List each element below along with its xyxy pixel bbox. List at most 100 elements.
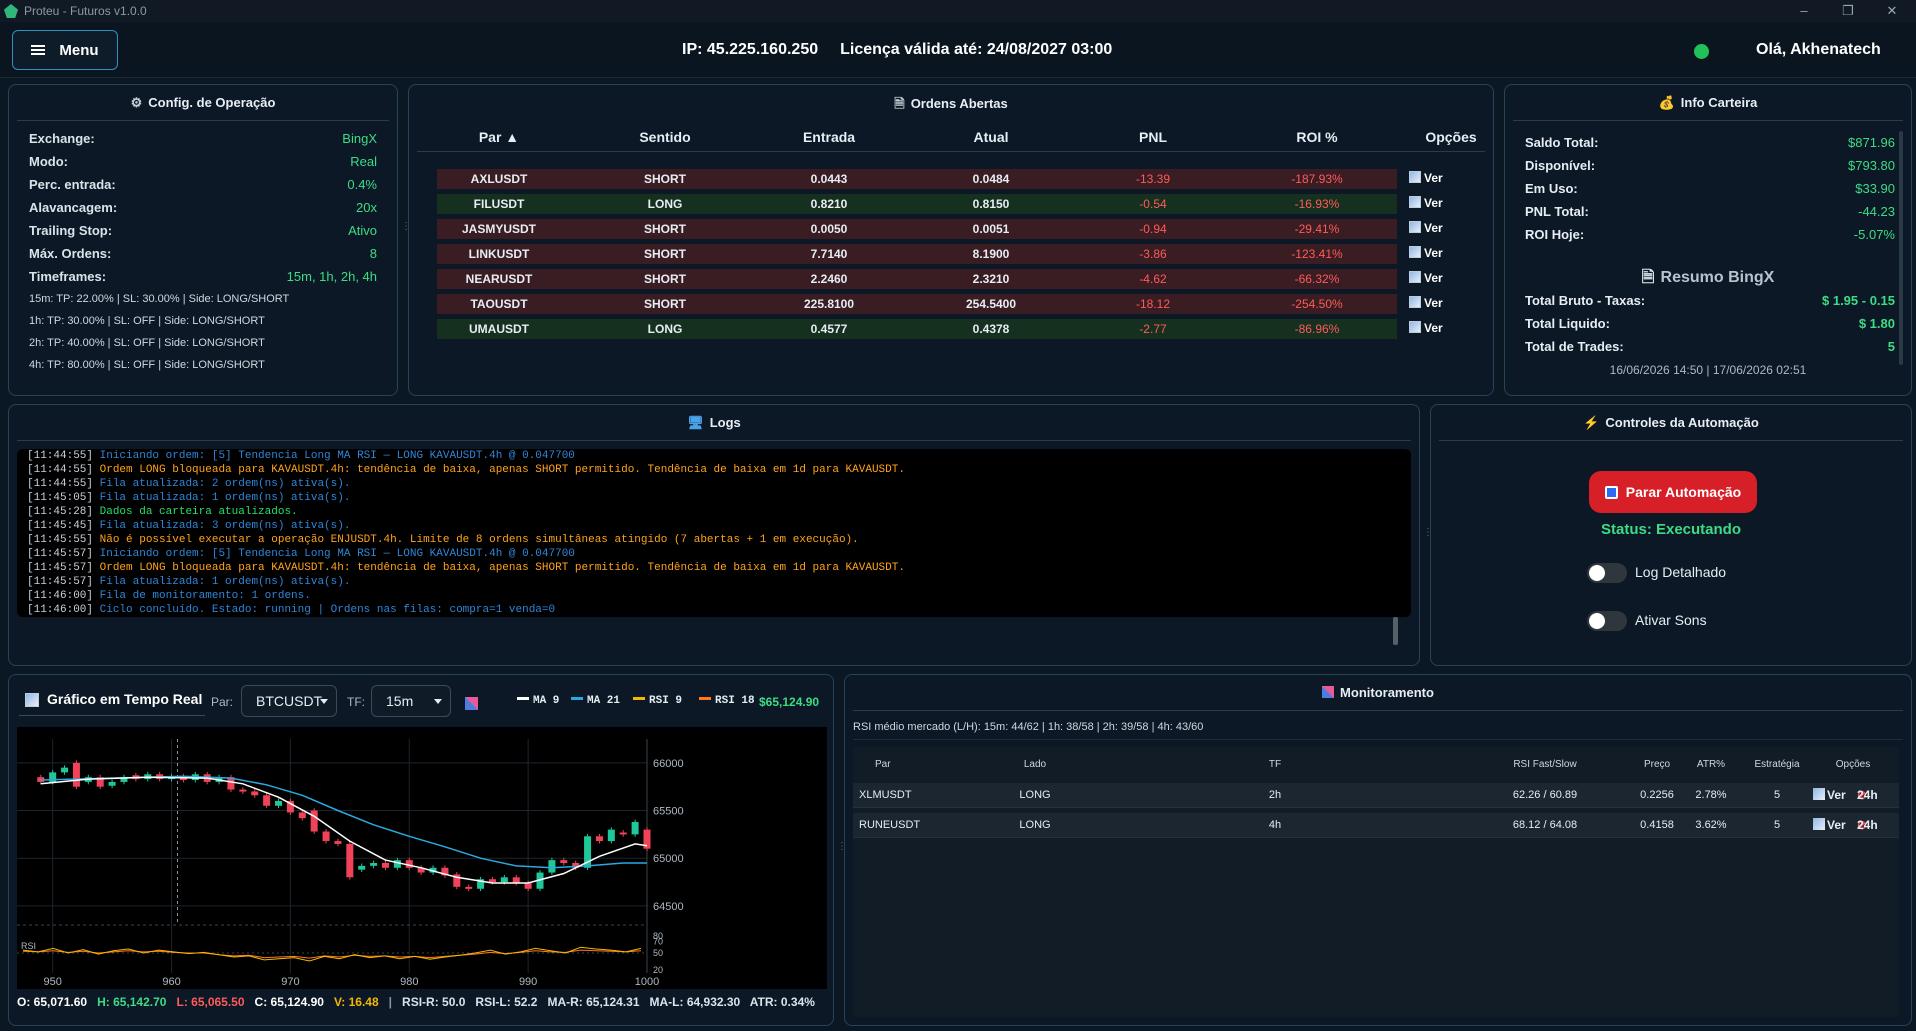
log-scrollbar[interactable] xyxy=(1393,617,1398,645)
timeframe-select[interactable]: 15m xyxy=(371,685,451,717)
log-line: [11:46:00] Fila de monitoramento: 1 orde… xyxy=(27,589,1401,603)
orders-column-header: Entrada xyxy=(802,129,856,145)
view-order-button[interactable]: Ver xyxy=(1409,296,1443,310)
divider xyxy=(17,120,389,121)
maximize-icon[interactable]: ❐ xyxy=(1842,3,1854,18)
rsi18-line xyxy=(22,949,642,959)
monitor-column-header: RSI Fast/Slow xyxy=(1513,759,1577,770)
legend-label: MA 21 xyxy=(587,695,621,707)
automation-status: Status: Executando xyxy=(1600,521,1742,538)
view-order-button[interactable]: Ver xyxy=(1409,246,1443,260)
log-message: Dados da carteira atualizados. xyxy=(99,506,298,518)
order-pnl: -18.12 xyxy=(1135,297,1171,311)
log-line: [11:44:55] Fila atualizada: 2 ordem(ns) … xyxy=(27,477,1401,491)
rsi-tick-label: 80 xyxy=(653,931,663,941)
stop-automation-label: Parar Automação xyxy=(1625,484,1742,500)
log-time: [11:45:57] xyxy=(27,576,94,588)
detailed-log-label: Log Detalhado xyxy=(1635,564,1727,580)
close-icon[interactable]: ✕ xyxy=(1886,3,1898,18)
top-header: Menu IP: 45.225.160.250 Licença válida a… xyxy=(0,22,1916,78)
candle xyxy=(286,801,294,813)
order-row: JASMYUSDT SHORT 0.0050 0.0051 -0.94 -29.41% xyxy=(437,219,1397,239)
minimize-icon[interactable]: – xyxy=(1800,3,1808,18)
order-current: 2.3210 xyxy=(972,272,1010,286)
order-side: SHORT xyxy=(644,247,686,261)
view-order-button[interactable]: Ver xyxy=(1409,171,1443,185)
wallet-scrollbar[interactable] xyxy=(1899,131,1903,365)
enable-sounds-toggle[interactable] xyxy=(1587,611,1627,631)
candle xyxy=(643,829,651,849)
config-row: Timeframes: 15m, 1h, 2h, 4h xyxy=(29,269,377,284)
candle xyxy=(584,836,592,868)
gear-icon: ⚙ xyxy=(130,95,143,110)
candle xyxy=(370,863,378,866)
pair-select[interactable]: BTCUSDT xyxy=(241,685,337,717)
realtime-chart-panel: Gráfico em Tempo Real Par: BTCUSDT TF: 1… xyxy=(8,674,847,1026)
resize-handle[interactable]: ⋮ xyxy=(837,841,847,852)
monitor-title-text: Monitoramento xyxy=(1340,685,1434,700)
chart-settings-icon[interactable] xyxy=(465,697,478,710)
log-message: Não é possível executar a operação ENJUS… xyxy=(99,534,859,546)
stop-icon xyxy=(1604,485,1618,499)
monitor-column-header: Par xyxy=(875,759,891,770)
order-roi: -123.41% xyxy=(1291,247,1343,261)
stop-automation-button[interactable]: Parar Automação xyxy=(1589,471,1757,513)
log-message: Ordem LONG bloqueada para KAVAUSDT.4h: t… xyxy=(99,464,905,476)
log-time: [11:46:00] xyxy=(27,604,94,616)
order-roi: -187.93% xyxy=(1291,172,1343,186)
chart-icon xyxy=(1409,271,1421,283)
view-monitor-button[interactable]: Ver xyxy=(1813,783,1846,808)
order-roi: -66.32% xyxy=(1294,272,1340,286)
config-value: 20x xyxy=(356,200,377,215)
wallet-row: ROI Hoje: -5.07% xyxy=(1525,227,1895,242)
view-order-button[interactable]: Ver xyxy=(1409,221,1443,235)
candle xyxy=(405,860,413,868)
summary-key: Total Bruto - Taxas: xyxy=(1525,293,1646,308)
menu-button[interactable]: Menu xyxy=(12,30,118,70)
order-current: 254.5400 xyxy=(965,297,1017,311)
enable-sounds-label: Ativar Sons xyxy=(1635,612,1707,628)
summary-title-text: Resumo BingX xyxy=(1660,269,1775,286)
log-line: [11:45:05] Fila atualizada: 1 ordem(ns) … xyxy=(27,491,1401,505)
divider xyxy=(853,739,1903,740)
view-label: Ver xyxy=(1827,818,1846,832)
log-console[interactable]: [11:44:55] Iniciando ordem: [5] Tendenci… xyxy=(17,449,1411,617)
resize-handle[interactable]: ⋮ xyxy=(401,221,411,232)
resize-handle[interactable]: ⋮ xyxy=(1423,527,1433,538)
log-time: [11:45:55] xyxy=(27,534,94,546)
log-message: Fila de monitoramento: 1 ordens. xyxy=(99,590,311,602)
candle xyxy=(96,777,104,787)
candle xyxy=(346,843,354,878)
view-order-button[interactable]: Ver xyxy=(1409,196,1443,210)
log-message: Fila atualizada: 1 ordem(ns) ativa(s). xyxy=(99,576,351,588)
order-pnl: -3.86 xyxy=(1139,247,1167,261)
view-order-button[interactable]: Ver xyxy=(1409,321,1443,335)
candle xyxy=(120,777,128,782)
candle xyxy=(37,777,45,782)
view-monitor-button[interactable]: Ver xyxy=(1813,813,1846,838)
greeting-text: Olá, Akhenatech xyxy=(1756,41,1881,58)
order-pnl: -0.54 xyxy=(1139,197,1167,211)
wallet-key: PNL Total: xyxy=(1525,204,1589,219)
legend-label: RSI 9 xyxy=(649,695,683,707)
candlestick-chart[interactable]: 64500 65000 65500 66000 950 960 970 980 990 10002… xyxy=(17,727,827,989)
log-line: [11:45:57] Ordem LONG bloqueada para KAV… xyxy=(27,561,1401,575)
monitor-title: Monitoramento xyxy=(845,685,1911,700)
config-key: Máx. Ordens: xyxy=(29,246,112,261)
pair-label: Par: xyxy=(211,695,234,709)
orders-column-header[interactable]: Par ▲ xyxy=(478,129,520,145)
view-order-button[interactable]: Ver xyxy=(1409,271,1443,285)
monitor-side: LONG xyxy=(1019,819,1051,831)
order-entry: 0.8210 xyxy=(810,197,848,211)
order-roi: -86.96% xyxy=(1294,322,1340,336)
app-logo-icon xyxy=(4,4,18,18)
volume-value: V: 16.48 xyxy=(333,995,379,1009)
order-pair: AXLUSDT xyxy=(470,172,528,186)
order-current: 0.4378 xyxy=(972,322,1010,336)
detailed-log-toggle[interactable] xyxy=(1587,563,1627,583)
wallet-value: $871.96 xyxy=(1848,135,1895,150)
wallet-value: -5.07% xyxy=(1853,227,1895,242)
wallet-row: Disponível: $793.80 xyxy=(1525,158,1895,173)
order-entry: 225.8100 xyxy=(803,297,855,311)
monitor-price: 0.4158 xyxy=(1640,819,1674,831)
